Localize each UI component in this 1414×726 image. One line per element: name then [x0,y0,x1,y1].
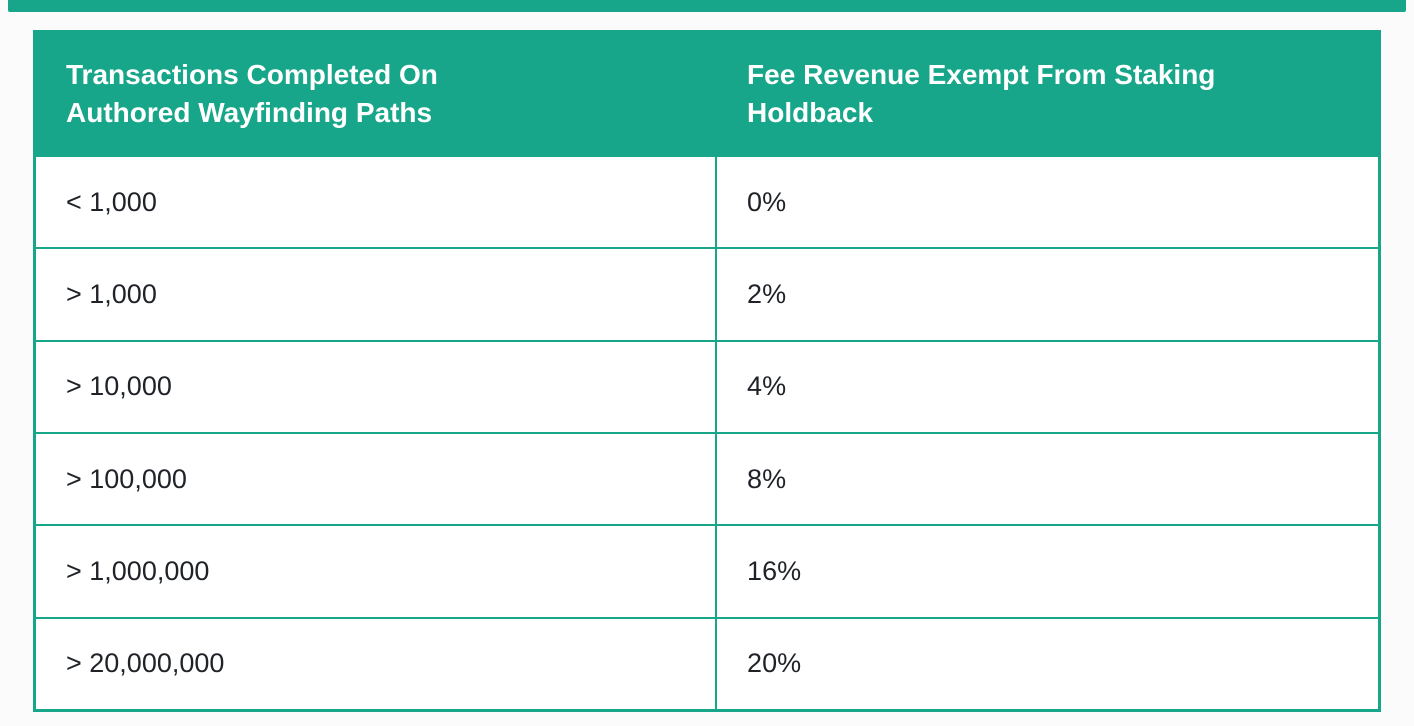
table-cell-exempt-pct: 2% [717,249,1378,340]
table-cell-tier: < 1,000 [36,157,716,248]
table-cell-exempt-pct: 20% [717,618,1378,709]
table-cell-tier: > 10,000 [36,341,716,432]
table-cell-exempt-pct: 16% [717,526,1378,617]
table-cell-tier: > 1,000,000 [36,526,716,617]
table-cell-tier: > 1,000 [36,249,716,340]
table-cell-tier: > 20,000,000 [36,618,716,709]
column-header-fee-exempt-label: Fee Revenue Exempt From Staking Holdback [747,59,1216,128]
table-cell-tier: > 100,000 [36,434,716,525]
column-header-transactions-label: Transactions Completed On Authored Wayfi… [66,59,438,128]
table-cell-exempt-pct: 0% [717,157,1378,248]
staking-holdback-table: Transactions Completed On Authored Wayfi… [33,30,1381,712]
column-header-fee-exempt: Fee Revenue Exempt From Staking Holdback [717,33,1378,155]
table-cell-exempt-pct: 8% [717,434,1378,525]
column-header-transactions: Transactions Completed On Authored Wayfi… [36,33,716,155]
top-accent-bar [8,0,1406,12]
table-cell-exempt-pct: 4% [717,341,1378,432]
